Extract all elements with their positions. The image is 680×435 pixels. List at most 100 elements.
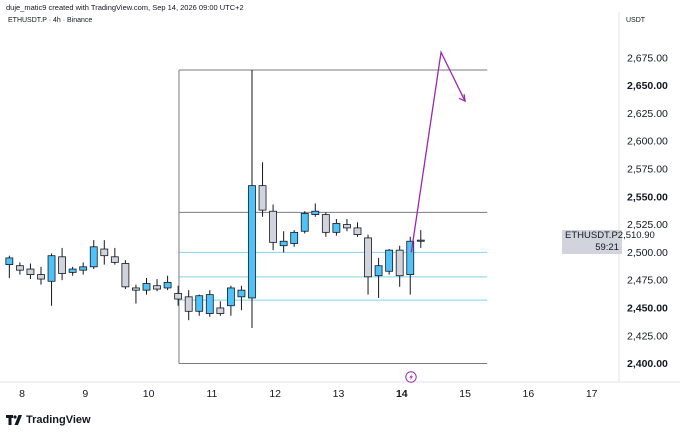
symbol-info: ETHUSDT.P · 4h · Binance: [8, 17, 93, 24]
candle-body: [226, 287, 235, 307]
candle-body: [300, 213, 309, 232]
candle-body: [47, 255, 56, 282]
candle-body: [353, 227, 362, 235]
candle: [237, 285, 246, 311]
candle: [163, 275, 172, 291]
candle: [205, 290, 214, 317]
time-tick-label: 12: [269, 388, 281, 400]
candle-body: [279, 240, 288, 247]
candle: [269, 204, 277, 251]
candle-body: [332, 223, 341, 233]
candle-body: [258, 185, 267, 211]
candle: [89, 240, 98, 270]
candle-body: [237, 289, 246, 298]
price-tick-label: 2,425.00: [627, 330, 668, 342]
candle-body: [195, 295, 204, 312]
candle: [343, 219, 351, 232]
last-price-tag: ETHUSDT.P 2,510.90 59:21: [562, 230, 655, 254]
price-tick-label: 2,600.00: [627, 136, 668, 148]
candle: [321, 212, 330, 237]
candle-body: [290, 231, 299, 244]
horizontal-levels: [178, 69, 488, 365]
currency-label: USDT: [626, 17, 646, 24]
candles: [5, 70, 425, 328]
candle-body: [416, 239, 425, 242]
candle: [58, 247, 66, 281]
candle-body: [153, 285, 161, 290]
tradingview-brand: TradingView: [26, 414, 91, 426]
price-tick-label: 2,650.00: [627, 80, 668, 92]
time-tick-label: 17: [586, 388, 598, 400]
candle-body: [364, 237, 372, 278]
candle: [300, 211, 309, 234]
candle: [142, 277, 151, 295]
candle: [216, 301, 225, 316]
candle-body: [58, 256, 66, 274]
time-tick-label: 14: [396, 388, 408, 400]
candle-body: [142, 283, 151, 291]
time-tick-label: 9: [82, 388, 88, 400]
candle: [121, 260, 130, 290]
candle-body: [311, 210, 320, 215]
time-axis: 8 9 10 11 12 13 14 15 16 17: [19, 388, 598, 400]
price-tick-label: 2,575.00: [627, 163, 668, 175]
candle-body: [79, 266, 88, 271]
price-tick-label: 2,500.00: [627, 247, 668, 259]
candle-body: [343, 224, 351, 229]
time-tick-label: 13: [333, 388, 345, 400]
price-tick-label: 2,450.00: [627, 302, 668, 314]
candle: [174, 285, 183, 306]
candle: [26, 263, 35, 280]
time-tick-label: 15: [459, 388, 471, 400]
tradingview-logo[interactable]: TradingView: [6, 414, 91, 426]
candle-body: [26, 268, 35, 276]
candle: [79, 262, 88, 275]
price-tick-label: 2,675.00: [627, 52, 668, 64]
candle: [37, 266, 45, 285]
price-tag-price: 2,510.90: [617, 230, 655, 241]
candle: [47, 253, 56, 306]
time-tick-label: 11: [206, 388, 217, 400]
candle-body: [269, 210, 277, 243]
candle-body: [110, 256, 119, 263]
candle-body: [174, 293, 183, 300]
candle: [100, 240, 109, 265]
bolt-icon[interactable]: [405, 371, 417, 383]
candle-body: [216, 307, 225, 314]
candle: [258, 162, 267, 217]
time-tick-label: 10: [143, 388, 155, 400]
price-tick-label: 2,475.00: [627, 275, 668, 287]
price-tag-symbol: ETHUSDT.P: [565, 230, 618, 241]
candle: [364, 234, 372, 295]
price-axis: 2,400.00 2,425.00 2,450.00 2,475.00 2,500.00…: [627, 52, 668, 370]
candle-body: [89, 246, 98, 268]
candle: [195, 294, 204, 316]
candle-body: [15, 265, 24, 271]
candle: [290, 230, 299, 247]
candle: [385, 249, 394, 275]
candle-body: [132, 287, 140, 291]
candle-body: [5, 257, 14, 265]
tradingview-logo-icon: [6, 415, 22, 425]
candle-body: [406, 240, 415, 276]
candle: [311, 203, 320, 217]
candle: [110, 247, 119, 265]
projection-arrowhead: [458, 94, 466, 103]
candle: [353, 222, 362, 237]
candle: [184, 290, 193, 321]
price-tick-label: 2,525.00: [627, 219, 668, 231]
candle-body: [205, 294, 214, 314]
candle-body: [121, 263, 130, 288]
projection-path: [410, 50, 466, 253]
candle: [406, 236, 415, 295]
candle: [5, 255, 14, 278]
price-tick-label: 2,550.00: [627, 191, 668, 203]
price-tick-label: 2,625.00: [627, 108, 668, 120]
candle-body: [163, 281, 172, 289]
candle-body: [395, 249, 404, 277]
time-tick-label: 8: [19, 388, 25, 400]
candle-body: [374, 265, 383, 277]
price-tick-label: 2,400.00: [627, 358, 668, 370]
candle: [68, 266, 77, 276]
